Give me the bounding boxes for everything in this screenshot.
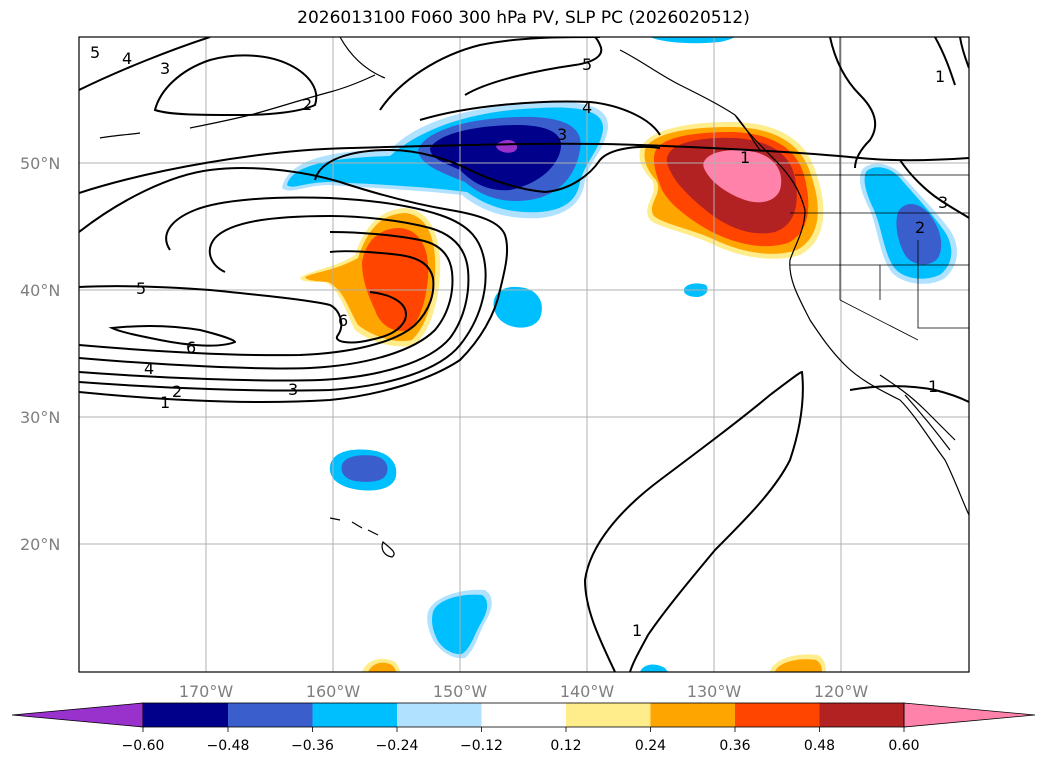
colorbar-tick-label: −0.24 (376, 738, 419, 754)
colorbar-extend-low (11, 702, 144, 728)
contour-label: 4 (582, 98, 592, 117)
slp-contour-line (314, 145, 661, 194)
slp-contour-line (79, 250, 435, 357)
slp-contours (79, 37, 969, 672)
slp-contour-line (79, 196, 487, 392)
pv-anomaly-south-negative (640, 664, 668, 672)
contour-label: 4 (144, 359, 154, 378)
coastline-alaska (99, 37, 761, 151)
pv-anomaly-south-positive (775, 659, 822, 672)
contour-label: 1 (632, 621, 642, 640)
colorbar-tick-label: 0.12 (550, 738, 581, 754)
pv-anomaly-small-negative (493, 286, 542, 328)
lon-label: 150°W (433, 682, 488, 701)
contour-label: 5 (136, 279, 146, 298)
lon-label: 120°W (814, 682, 869, 701)
contour-label: 3 (938, 193, 948, 212)
pv-anomaly-south-positive (368, 662, 396, 672)
contour-label: 2 (915, 218, 925, 237)
coastlines (99, 37, 969, 558)
lat-label: 40°N (20, 281, 60, 300)
contour-label: 1 (935, 67, 945, 86)
colorbar-tick-label: −0.12 (460, 738, 503, 754)
longitude-labels: 170°W 160°W 150°W 140°W 130°W 120°W (179, 682, 869, 701)
slp-contour-line (79, 37, 211, 91)
slp-contour-line (108, 324, 237, 347)
latitude-labels: 50°N 40°N 30°N 20°N (20, 154, 60, 554)
slp-contour-line (153, 54, 318, 117)
colorbar-tick-label: −0.60 (122, 738, 165, 754)
colorbar-extend-high (903, 702, 1036, 728)
coastline-baja (879, 374, 956, 451)
lat-label: 50°N (20, 154, 60, 173)
contour-label: 3 (557, 125, 567, 144)
lat-label: 20°N (20, 535, 60, 554)
border-states (790, 37, 969, 341)
colorbar-tick-label: 0.60 (888, 738, 919, 754)
coastline-hawaii (329, 517, 395, 558)
colorbar-segment (397, 703, 482, 727)
map-title: 2026013100 F060 300 hPa PV, SLP PC (2026… (297, 8, 750, 28)
slp-contour-line (79, 285, 407, 344)
contour-label: 6 (186, 338, 196, 357)
contour-label: 5 (582, 55, 592, 74)
pv-anomaly-interior-west-negative (896, 204, 942, 265)
colorbar-tick-label: −0.36 (291, 738, 334, 754)
contour-label: 2 (172, 382, 182, 401)
slp-contour-line (79, 214, 470, 382)
contour-label: 5 (90, 43, 100, 62)
colorbar-segment (566, 703, 651, 727)
contour-label: 2 (302, 95, 312, 114)
colorbar-segment (481, 703, 566, 727)
slp-contour-line (583, 370, 804, 672)
slp-contour-line (79, 167, 509, 403)
coastline-west-coast (734, 114, 969, 516)
colorbar-tick-label: −0.48 (207, 738, 250, 754)
lon-label: 170°W (179, 682, 234, 701)
slp-contour-line (849, 385, 969, 403)
pv-anomaly-north-pacific-negative (430, 125, 562, 191)
contour-label: 6 (338, 311, 348, 330)
state-borders (790, 37, 969, 341)
colorbar-segment (650, 703, 735, 727)
contour-label: 4 (122, 49, 132, 68)
colorbar-tick-label: 0.36 (719, 738, 750, 754)
contour-label: 3 (160, 59, 170, 78)
pv-anomaly-near-hawaii-negative (341, 455, 388, 482)
slp-contour-line (79, 142, 969, 194)
colorbar-tick-label: 0.24 (635, 738, 666, 754)
colorbar-segment (819, 703, 904, 727)
lon-label: 130°W (687, 682, 742, 701)
colorbar-segment (143, 703, 228, 727)
slp-contour-line (419, 100, 661, 136)
gridlines (79, 37, 969, 672)
slp-contour-line (464, 37, 603, 96)
contour-labels: 5 4 3 2 5 4 3 1 5 6 6 4 2 1 3 2 3 1 1 1 (90, 43, 948, 640)
contour-label: 1 (160, 393, 170, 412)
pv-anomaly-mid-pacific-positive (362, 228, 429, 332)
lon-label: 160°W (306, 682, 361, 701)
contour-label: 3 (288, 380, 298, 399)
colorbar-segment (312, 703, 397, 727)
colorbar-segment (735, 703, 820, 727)
slp-contour-line (899, 159, 969, 219)
slp-contour-line (829, 37, 877, 169)
slp-contour-line (79, 231, 454, 370)
slp-contour-line (934, 37, 969, 86)
contour-label: 1 (928, 377, 938, 396)
lon-label: 140°W (560, 682, 615, 701)
contour-label: 1 (740, 148, 750, 167)
colorbar: −0.60 −0.48 −0.36 −0.24 −0.12 0.12 0.24 … (11, 702, 1036, 754)
colorbar-tick-label: 0.48 (804, 738, 835, 754)
plot-frame (78, 36, 970, 673)
colorbar-segment (228, 703, 313, 727)
lat-label: 30°N (20, 408, 60, 427)
